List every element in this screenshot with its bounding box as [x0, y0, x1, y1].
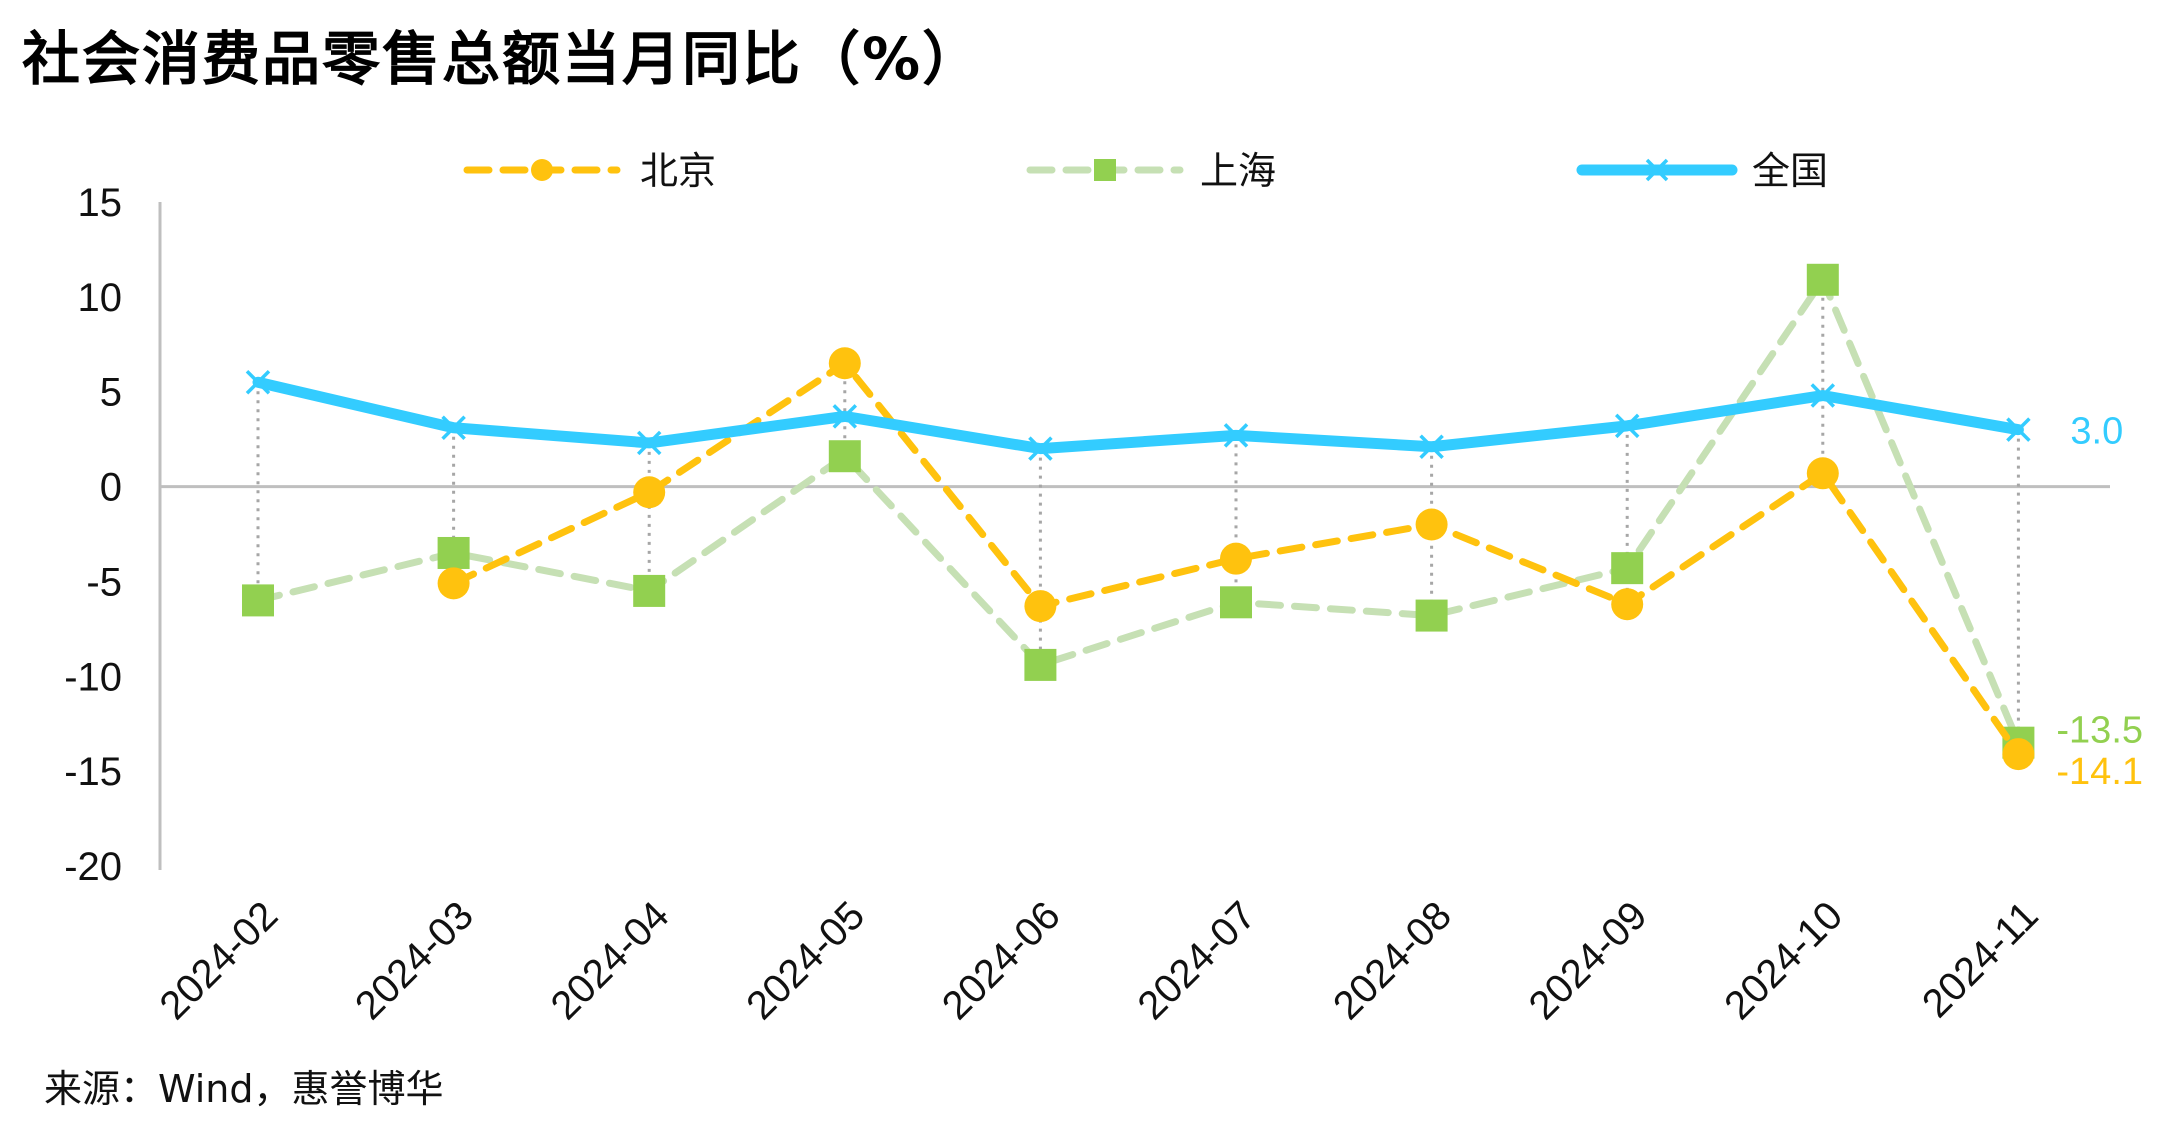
national-point-stroke — [2006, 417, 2031, 442]
shanghai-point — [242, 584, 274, 617]
legend: 北京 上海 全国 — [463, 149, 1828, 193]
legend-item-shanghai: 上海 — [1026, 149, 1276, 193]
x-tick-label: 2024-08 — [1325, 893, 1460, 1028]
x-tick-label: 2024-10 — [1716, 893, 1851, 1028]
national-point-stroke — [245, 369, 271, 395]
shanghai-point — [1024, 648, 1057, 681]
national-point-stroke — [832, 404, 858, 429]
beijing-point — [633, 476, 666, 509]
national-point — [245, 369, 271, 395]
x-tick-label: 2024-09 — [1521, 893, 1656, 1028]
national-point — [441, 415, 466, 440]
y-tick-label: -5 — [86, 560, 122, 604]
national-point-stroke — [636, 430, 662, 456]
national-point — [1028, 436, 1053, 461]
y-tick-label: 5 — [100, 371, 122, 415]
national-point — [2006, 417, 2031, 442]
x-tick-label: 2024-04 — [543, 893, 678, 1028]
y-tick-label: 10 — [78, 276, 123, 320]
national-point-stroke — [1028, 436, 1053, 461]
y-tick-label: 0 — [100, 466, 122, 510]
national-point-stroke — [1810, 383, 1836, 408]
drop-lines — [256, 279, 2020, 755]
national-point — [636, 430, 662, 456]
legend-marker-shanghai — [1094, 159, 1116, 181]
national-point-stroke — [1419, 434, 1444, 459]
beijing-point — [1611, 588, 1644, 621]
national-point-stroke — [441, 415, 466, 440]
national-point — [832, 404, 858, 429]
legend-marker-beijing — [531, 159, 553, 181]
beijing-series-line — [450, 359, 2022, 758]
legend-label-national: 全国 — [1752, 149, 1828, 193]
x-tick-label: 2024-07 — [1129, 893, 1264, 1028]
national-point-stroke — [1614, 413, 1640, 439]
x-tick-label: 2024-11 — [1914, 893, 2047, 1026]
legend-marker-national — [1645, 158, 1669, 182]
shanghai-point — [437, 536, 470, 569]
shanghai-point — [828, 440, 861, 473]
y-tick-label: -15 — [64, 750, 122, 794]
series-layer — [242, 263, 2035, 771]
beijing-point — [437, 567, 470, 600]
shanghai-point — [1415, 599, 1448, 632]
shanghai-point — [1806, 263, 1839, 296]
legend-item-beijing: 北京 — [463, 149, 716, 193]
national-point — [1419, 434, 1444, 459]
x-tick-label: 2024-03 — [347, 893, 482, 1028]
shanghai-series-line — [254, 276, 2022, 747]
legend-label-beijing: 北京 — [640, 149, 716, 193]
chart-title: 社会消费品零售总额当月同比（%） — [22, 25, 983, 93]
national-series-line — [252, 376, 2024, 455]
beijing-point — [1806, 457, 1839, 490]
shanghai-point — [1611, 552, 1644, 585]
beijing-point — [1415, 508, 1448, 541]
legend-label-shanghai: 上海 — [1200, 149, 1276, 193]
x-tick-label: 2024-02 — [151, 893, 286, 1028]
national-point — [1614, 413, 1640, 439]
beijing-point — [1220, 542, 1252, 575]
x-tick-label: 2024-05 — [738, 893, 873, 1028]
shanghai-point — [633, 574, 666, 607]
beijing-end-label: -14.1 — [2056, 751, 2143, 793]
shanghai-end-label: -13.5 — [2056, 710, 2143, 752]
beijing-point — [828, 347, 861, 380]
labels-layer: -14.1-13.5 3.0 — [2056, 411, 2143, 793]
national-end-label: 3.0 — [2070, 411, 2123, 453]
source-note: 来源：Wind，惠誉博华 — [44, 1067, 444, 1111]
y-tick-label: -20 — [64, 845, 122, 889]
x-tick-label: 2024-06 — [934, 893, 1069, 1028]
beijing-point — [1024, 590, 1057, 623]
national-point — [1223, 423, 1249, 448]
national-point — [1810, 383, 1836, 408]
y-tick-label: -10 — [64, 655, 122, 699]
beijing-point — [2002, 738, 2035, 771]
y-tick-label: 15 — [78, 181, 123, 225]
shanghai-point — [1220, 586, 1252, 619]
legend-item-national: 全国 — [1576, 149, 1828, 193]
national-point-stroke — [1223, 423, 1249, 448]
